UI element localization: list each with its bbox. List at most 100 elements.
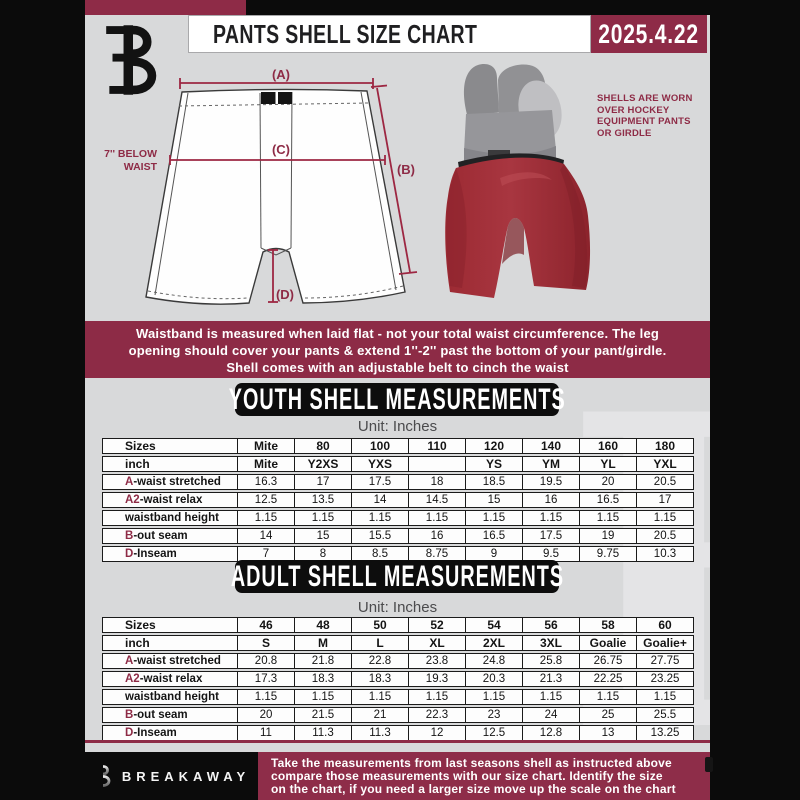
divider-rule xyxy=(85,740,710,743)
table-cell: 20.5 xyxy=(637,528,694,544)
table-cell: 21.5 xyxy=(295,707,352,723)
row-label: inch xyxy=(102,456,238,472)
date-text: 2025.4.22 xyxy=(598,18,700,49)
table-cell: 26.75 xyxy=(580,653,637,669)
table-row: inch Mite Y2XS YXS YS YM YL YXL xyxy=(102,456,694,472)
row-label: B-out seam xyxy=(102,707,238,723)
table-cell: 13.5 xyxy=(295,492,352,508)
row-label-prefix: B xyxy=(125,709,134,721)
table-cell: 24.8 xyxy=(466,653,523,669)
table-cell: S xyxy=(238,635,295,651)
youth-measurements-table: Sizes Mite 80 100 110 120 140 160 180 inch Mite Y2X… xyxy=(102,436,694,564)
table-row: A2-waist relax 17.3 18.3 18.3 19.3 20.3 21.3 22… xyxy=(102,671,694,687)
measurement-label-d: (D) xyxy=(276,287,294,302)
table-cell: 16.3 xyxy=(238,474,295,490)
measurement-label-b: (B) xyxy=(397,162,415,177)
table-cell: 20 xyxy=(580,474,637,490)
table-cell: 1.15 xyxy=(295,689,352,705)
row-label-prefix: D xyxy=(125,548,134,560)
table-cell: Mite xyxy=(238,438,295,454)
below-waist-label-line1: 7'' BELOW xyxy=(104,148,157,160)
row-label-prefix: D xyxy=(125,727,134,739)
table-cell: 1.15 xyxy=(637,689,694,705)
table-row: waistband height 1.15 1.15 1.15 1.15 1.15 1.15… xyxy=(102,510,694,526)
table-cell: 19.5 xyxy=(523,474,580,490)
table-row: B-out seam 14 15 15.5 16 16.5 17.5 19 20.5 xyxy=(102,528,694,544)
table-cell: 52 xyxy=(409,617,466,633)
unit-label-adult: Unit: Inches xyxy=(357,599,438,616)
table-cell: L xyxy=(352,635,409,651)
table-cell: 1.15 xyxy=(580,510,637,526)
table-cell: 18 xyxy=(409,474,466,490)
top-accent-tab xyxy=(85,0,246,15)
table-cell: 46 xyxy=(238,617,295,633)
table-cell: 9.75 xyxy=(580,546,637,562)
row-label: Sizes xyxy=(102,438,238,454)
table-cell: 15 xyxy=(466,492,523,508)
table-cell: 1.15 xyxy=(466,510,523,526)
youth-table-container: Sizes Mite 80 100 110 120 140 160 180 inch Mite Y2X… xyxy=(102,436,694,564)
brand-name: BREAKAWAY xyxy=(121,768,251,784)
table-cell: 1.15 xyxy=(352,510,409,526)
table-cell: 16.5 xyxy=(580,492,637,508)
table-cell: YXL xyxy=(637,456,694,472)
table-cell: 80 xyxy=(295,438,352,454)
table-cell: 54 xyxy=(466,617,523,633)
measurement-label-c: (C) xyxy=(272,142,290,157)
table-cell: 1.15 xyxy=(238,510,295,526)
table-cell: 58 xyxy=(580,617,637,633)
table-cell: 11.3 xyxy=(295,725,352,741)
row-label: A2-waist relax xyxy=(102,492,238,508)
table-cell: 11 xyxy=(238,725,295,741)
table-cell: 17.3 xyxy=(238,671,295,687)
table-cell: YL xyxy=(580,456,637,472)
table-cell: 1.15 xyxy=(295,510,352,526)
row-label: A-waist stretched xyxy=(102,653,238,669)
content-area: B PANTS SHELL SIZE CHART 2025.4.22 xyxy=(85,15,710,752)
table-cell: 21.8 xyxy=(295,653,352,669)
table-cell: 20.8 xyxy=(238,653,295,669)
date-badge: 2025.4.22 xyxy=(591,15,707,53)
table-row: B-out seam 20 21.5 21 22.3 23 24 25 25.5 xyxy=(102,707,694,723)
table-cell: Mite xyxy=(238,456,295,472)
youth-heading-text: YOUTH SHELL MEASUREMENTS xyxy=(228,382,566,416)
table-row: A-waist stretched 20.8 21.8 22.8 23.8 24.8 25.… xyxy=(102,653,694,669)
table-cell: 48 xyxy=(295,617,352,633)
table-row: D-Inseam 11 11.3 11.3 12 12.5 12.8 13 13.25 xyxy=(102,725,694,741)
table-row: Sizes 46 48 50 52 54 56 58 60 xyxy=(102,617,694,633)
table-cell: 22.8 xyxy=(352,653,409,669)
row-label: waistband height xyxy=(102,689,238,705)
table-cell: 23 xyxy=(466,707,523,723)
table-row: waistband height 1.15 1.15 1.15 1.15 1.15 1.15… xyxy=(102,689,694,705)
table-cell: 13 xyxy=(580,725,637,741)
page-title-text: PANTS SHELL SIZE CHART xyxy=(213,18,478,49)
table-cell: 23.25 xyxy=(637,671,694,687)
table-cell: 56 xyxy=(523,617,580,633)
table-cell: 1.15 xyxy=(580,689,637,705)
table-cell: 25.8 xyxy=(523,653,580,669)
table-cell: 15.5 xyxy=(352,528,409,544)
row-label: A2-waist relax xyxy=(102,671,238,687)
brand-logo-icon xyxy=(100,19,166,106)
row-label: Sizes xyxy=(102,617,238,633)
table-cell: 1.15 xyxy=(352,689,409,705)
table-row: A-waist stretched 16.3 17 17.5 18 18.5 19.5 20 2… xyxy=(102,474,694,490)
table-cell: 20 xyxy=(238,707,295,723)
table-cell: YXS xyxy=(352,456,409,472)
table-cell: 21 xyxy=(352,707,409,723)
table-cell: 19 xyxy=(580,528,637,544)
footer-brand: BREAKAWAY xyxy=(85,752,258,800)
page-title: PANTS SHELL SIZE CHART xyxy=(188,15,591,53)
table-cell: 18.3 xyxy=(295,671,352,687)
table-cell: 50 xyxy=(352,617,409,633)
table-cell: XL xyxy=(409,635,466,651)
table-cell: 140 xyxy=(523,438,580,454)
table-cell: 1.15 xyxy=(409,510,466,526)
table-cell: 1.15 xyxy=(637,510,694,526)
shorts-diagram: (A) (B) (C) (D) 7'' BELOW WAIST xyxy=(100,62,420,315)
table-row: inch S M L XL 2XL 3XL Goalie Goalie+ xyxy=(102,635,694,651)
measurement-label-a: (A) xyxy=(272,67,290,82)
table-cell: 1.15 xyxy=(238,689,295,705)
adult-table-container: Sizes 46 48 50 52 54 56 58 60 inch S M L XL 2XL 3XL Goal… xyxy=(102,615,694,743)
